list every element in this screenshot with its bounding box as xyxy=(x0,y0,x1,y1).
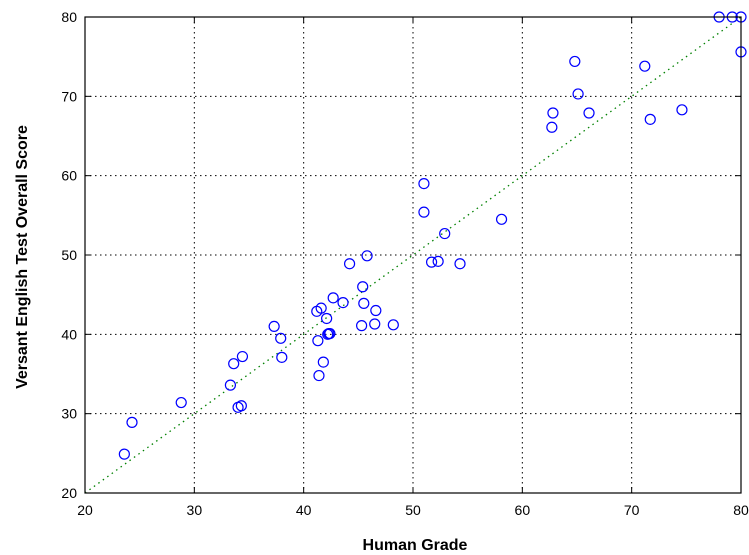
data-point xyxy=(432,255,444,267)
data-point xyxy=(324,327,336,340)
y-tick-labels: 20 30 40 50 60 70 80 xyxy=(61,9,77,501)
data-point xyxy=(118,448,130,460)
x-tick-label: 40 xyxy=(296,502,312,518)
x-tick-label: 20 xyxy=(77,502,93,518)
data-point xyxy=(224,379,237,391)
data-point xyxy=(454,258,466,270)
data-point xyxy=(312,335,324,347)
data-point xyxy=(572,88,584,100)
axis-ticks xyxy=(84,16,742,494)
data-points xyxy=(118,11,747,460)
data-point xyxy=(276,351,288,363)
y-tick-label: 50 xyxy=(61,247,77,263)
y-tick-label: 30 xyxy=(61,406,77,422)
data-point xyxy=(327,292,339,304)
x-tick-label: 50 xyxy=(405,502,421,518)
data-point xyxy=(369,318,381,330)
data-point xyxy=(317,356,329,368)
data-point xyxy=(175,396,187,409)
data-point xyxy=(370,304,382,317)
data-point xyxy=(644,113,656,125)
data-point xyxy=(546,121,558,133)
data-point xyxy=(275,332,287,344)
data-point xyxy=(547,107,559,119)
data-point xyxy=(583,107,595,119)
data-point xyxy=(321,312,333,325)
data-point xyxy=(387,319,399,331)
data-point xyxy=(343,258,356,270)
data-point xyxy=(495,213,508,225)
x-tick-label: 60 xyxy=(515,502,531,518)
data-point xyxy=(235,400,247,412)
data-point xyxy=(439,227,451,240)
data-point xyxy=(236,350,249,363)
y-tick-label: 20 xyxy=(61,485,77,501)
y-tick-label: 60 xyxy=(61,168,77,184)
data-point xyxy=(268,320,280,332)
y-tick-label: 40 xyxy=(61,326,77,342)
data-point xyxy=(418,206,430,218)
data-point xyxy=(356,320,368,332)
data-point xyxy=(425,256,438,268)
data-point xyxy=(418,178,430,190)
x-tick-label: 30 xyxy=(187,502,203,518)
y-tick-label: 80 xyxy=(61,9,77,25)
data-point xyxy=(358,297,370,309)
data-point xyxy=(361,250,373,262)
data-point xyxy=(126,416,138,428)
data-point xyxy=(357,281,369,293)
x-tick-labels: 20 30 40 50 60 70 80 xyxy=(77,502,749,518)
data-point xyxy=(676,104,688,116)
y-axis-label: Versant English Test Overall Score xyxy=(14,125,31,389)
x-tick-label: 70 xyxy=(624,502,640,518)
x-tick-label: 80 xyxy=(733,502,749,518)
data-point xyxy=(337,297,349,309)
data-point xyxy=(569,55,581,68)
data-point xyxy=(639,60,651,72)
y-tick-label: 70 xyxy=(61,88,77,104)
data-point xyxy=(228,358,240,370)
x-axis-label: Human Grade xyxy=(363,537,468,554)
data-point xyxy=(315,302,327,314)
data-point xyxy=(313,369,325,382)
